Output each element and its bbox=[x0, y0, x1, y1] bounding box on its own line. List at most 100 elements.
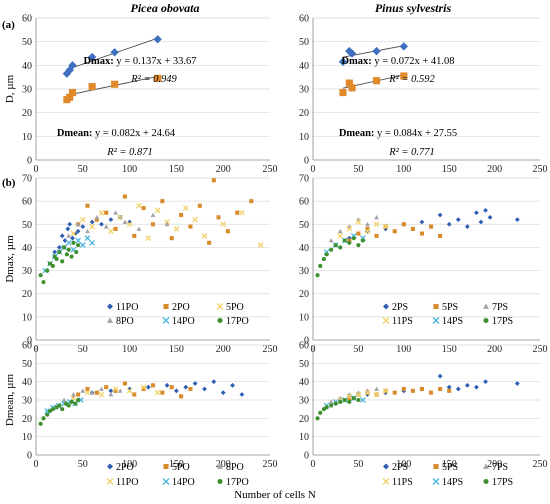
x-tick-label: 250 bbox=[263, 164, 278, 175]
data-point bbox=[74, 250, 79, 255]
data-point bbox=[164, 221, 170, 227]
y-tick-label: 10 bbox=[22, 132, 32, 143]
data-point bbox=[85, 386, 90, 392]
data-point bbox=[41, 416, 46, 421]
data-point bbox=[80, 224, 86, 229]
x-tick-label: 250 bbox=[533, 459, 548, 470]
y-tick-label: 0 bbox=[304, 156, 309, 167]
legend-marker bbox=[107, 463, 113, 470]
data-point bbox=[71, 392, 76, 397]
y-tick-label: 50 bbox=[299, 220, 309, 231]
data-point bbox=[87, 52, 97, 62]
data-point bbox=[337, 228, 343, 234]
trend-equation: Dmax: y = 0.137x + 33.67 bbox=[83, 56, 196, 67]
legend-label: 14PO bbox=[172, 316, 195, 327]
x-tick-label: 250 bbox=[263, 344, 278, 355]
x-tick-label: 100 bbox=[396, 344, 411, 355]
data-point bbox=[132, 392, 137, 397]
legend-marker bbox=[162, 478, 170, 485]
chart-a-pinus: 0 10 20 30 40 50 60 0 50 100 150 200 250 Dmax: y = 0.… bbox=[299, 14, 548, 176]
data-point bbox=[66, 247, 71, 252]
data-point bbox=[225, 229, 230, 234]
data-point bbox=[76, 243, 81, 248]
data-point bbox=[94, 217, 99, 222]
data-point bbox=[346, 226, 353, 232]
data-point bbox=[339, 88, 347, 97]
data-point bbox=[372, 77, 381, 85]
data-point bbox=[373, 221, 380, 228]
data-point bbox=[66, 233, 72, 238]
data-point bbox=[249, 199, 254, 204]
y-tick-label: 20 bbox=[22, 108, 32, 119]
data-point bbox=[483, 379, 488, 385]
data-point bbox=[483, 208, 488, 213]
x-tick-label: 100 bbox=[122, 344, 137, 355]
data-point bbox=[132, 233, 137, 238]
y-tick-label: 40 bbox=[299, 243, 309, 254]
data-point bbox=[333, 243, 338, 248]
y-tick-label: 70 bbox=[299, 174, 309, 185]
data-point bbox=[117, 388, 123, 393]
data-point bbox=[145, 384, 151, 390]
y-tick-label: 40 bbox=[299, 377, 309, 388]
data-point bbox=[220, 221, 227, 228]
data-point bbox=[188, 224, 193, 229]
data-point bbox=[79, 242, 86, 248]
data-point bbox=[401, 386, 406, 392]
data-point bbox=[108, 217, 114, 223]
y-tick-label: 10 bbox=[22, 432, 32, 443]
data-point bbox=[62, 69, 72, 78]
y-tick-label: 20 bbox=[299, 289, 309, 300]
y-tick-label: 30 bbox=[22, 85, 32, 96]
x-tick-label: 50 bbox=[78, 164, 88, 175]
legend-label: 7PS bbox=[492, 302, 508, 313]
chart-b-picea-dmax: 010203040506070050100150200250Dmax, µm11… bbox=[4, 174, 278, 356]
data-point bbox=[239, 209, 245, 216]
data-point bbox=[110, 48, 119, 57]
y-tick-label: 50 bbox=[22, 220, 32, 231]
data-point bbox=[410, 388, 415, 393]
x-tick-label: 200 bbox=[216, 459, 231, 470]
data-point bbox=[108, 228, 114, 235]
y-axis-label: D, µm bbox=[4, 74, 16, 103]
data-point bbox=[57, 245, 62, 250]
data-point bbox=[38, 273, 43, 278]
data-point bbox=[179, 394, 184, 399]
legend-label: 2PS bbox=[392, 302, 408, 313]
legend-label: 7PS bbox=[492, 462, 508, 473]
data-point bbox=[174, 388, 179, 394]
data-point bbox=[399, 42, 408, 51]
legend-marker bbox=[163, 463, 169, 470]
data-point bbox=[79, 216, 86, 223]
legend-label: 2PS bbox=[392, 462, 408, 473]
data-point bbox=[65, 239, 72, 246]
legend-label: 11PS bbox=[392, 477, 413, 488]
legend-label: 11PO bbox=[116, 477, 138, 488]
data-point bbox=[154, 74, 162, 82]
data-point bbox=[216, 215, 221, 220]
data-point bbox=[88, 83, 96, 91]
data-point bbox=[347, 399, 352, 404]
data-point bbox=[113, 226, 118, 231]
panel-a-label: (a) bbox=[2, 19, 15, 31]
data-point bbox=[201, 232, 208, 239]
y-tick-label: 20 bbox=[299, 108, 309, 119]
data-point bbox=[113, 388, 118, 393]
y-tick-label: 30 bbox=[22, 266, 32, 277]
data-point bbox=[347, 396, 352, 401]
data-point bbox=[437, 373, 443, 379]
x-tick-label: 250 bbox=[533, 164, 548, 175]
data-point bbox=[211, 379, 217, 385]
data-point bbox=[342, 397, 347, 403]
data-point bbox=[126, 387, 133, 394]
data-point bbox=[364, 389, 371, 396]
y-tick-label: 20 bbox=[22, 414, 32, 425]
data-point bbox=[173, 226, 180, 232]
data-point bbox=[365, 226, 370, 231]
data-point bbox=[197, 203, 202, 208]
data-point bbox=[410, 226, 415, 231]
data-point bbox=[108, 392, 114, 397]
data-point bbox=[65, 226, 71, 232]
x-tick-label: 50 bbox=[353, 344, 363, 355]
data-point bbox=[372, 46, 381, 56]
